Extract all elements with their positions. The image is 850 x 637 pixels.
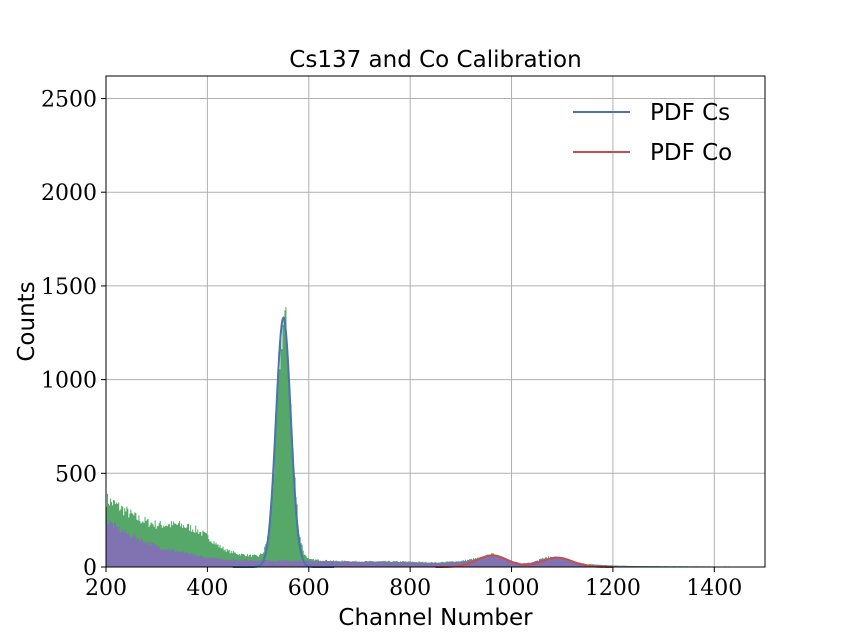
- x-axis-ticks: 200 400 600 800 1000 1200 1400: [85, 567, 742, 601]
- x-tick-label: 600: [288, 576, 330, 601]
- y-tick-label: 1000: [41, 369, 97, 394]
- y-axis-ticks: 0 500 1000 1500 2000 2500: [41, 87, 106, 581]
- legend-label: PDF Cs: [650, 100, 730, 126]
- x-tick-label: 400: [186, 576, 228, 601]
- grid-lines: [105, 76, 765, 568]
- histogram-co: [106, 517, 765, 567]
- x-tick-label: 200: [85, 576, 127, 601]
- y-tick-label: 0: [83, 556, 97, 581]
- curve-pdf-co: [435, 554, 613, 568]
- y-tick-label: 500: [55, 462, 97, 487]
- y-tick-label: 2500: [41, 87, 97, 112]
- x-tick-label: 1000: [484, 576, 540, 601]
- legend: PDF Cs PDF Co: [573, 100, 732, 166]
- x-tick-label: 1400: [686, 576, 742, 601]
- histogram-cs: [106, 306, 765, 567]
- y-tick-label: 1500: [41, 275, 97, 300]
- y-axis-label: Counts: [14, 281, 40, 361]
- chart-title: Cs137 and Co Calibration: [289, 47, 581, 73]
- y-tick-label: 2000: [41, 181, 97, 206]
- x-tick-label: 800: [389, 576, 431, 601]
- plot-frame: [105, 75, 766, 568]
- x-axis-label: Channel Number: [338, 605, 533, 631]
- x-tick-label: 1200: [585, 576, 641, 601]
- histogram-layer: [106, 306, 765, 567]
- legend-label: PDF Co: [650, 140, 732, 166]
